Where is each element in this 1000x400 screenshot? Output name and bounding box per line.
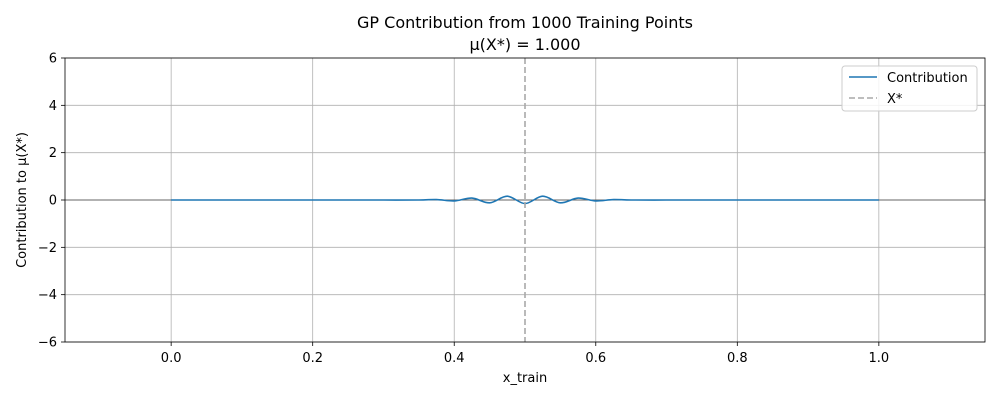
y-tick-label: −2 bbox=[38, 241, 57, 256]
x-tick-label: 1.0 bbox=[869, 351, 890, 366]
x-tick-label: 0.4 bbox=[444, 351, 465, 366]
x-tick-label: 0.0 bbox=[161, 351, 182, 366]
chart-title: GP Contribution from 1000 Training Point… bbox=[357, 13, 693, 32]
legend-label-x-star: X* bbox=[887, 92, 903, 107]
x-tick-label: 0.2 bbox=[302, 351, 323, 366]
y-tick-label: 0 bbox=[49, 194, 57, 209]
y-tick-label: −4 bbox=[38, 288, 57, 303]
series-layer bbox=[171, 58, 879, 342]
legend: Contribution X* bbox=[841, 65, 978, 112]
tick-layer: 0.0 0.2 0.4 0.6 0.8 1.0 −6 −4 −2 0 2 4 6 bbox=[38, 52, 889, 367]
y-axis-label: Contribution to μ(X*) bbox=[15, 132, 30, 268]
x-tick-label: 0.8 bbox=[727, 351, 748, 366]
legend-label-contribution: Contribution bbox=[887, 71, 968, 86]
y-tick-label: 4 bbox=[49, 99, 57, 114]
x-tick-label: 0.6 bbox=[585, 351, 606, 366]
y-tick-label: 6 bbox=[49, 52, 57, 67]
y-tick-label: −6 bbox=[38, 336, 57, 351]
y-tick-label: 2 bbox=[49, 146, 57, 161]
chart-subtitle: μ(X*) = 1.000 bbox=[469, 35, 580, 54]
x-axis-label: x_train bbox=[503, 371, 547, 386]
